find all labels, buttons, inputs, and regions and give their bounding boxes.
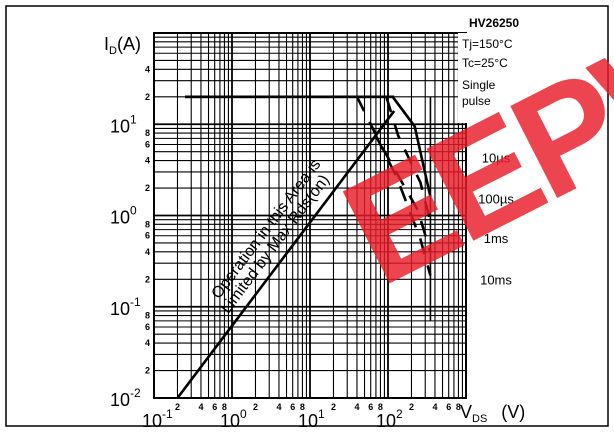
- y-minor-tick-label: 6: [145, 139, 150, 149]
- y-minor-tick-label: 4: [145, 338, 150, 348]
- x-minor-tick-label: 4: [276, 402, 281, 412]
- y-minor-tick-label: 6: [145, 322, 150, 332]
- y-decade-tick-label: 10-2: [110, 386, 141, 410]
- y-minor-tick-label: 2: [145, 366, 150, 376]
- x-minor-tick-label: 2: [175, 402, 180, 412]
- x-minor-tick-label: 2: [253, 402, 258, 412]
- x-minor-tick-label: 6: [212, 402, 217, 412]
- part-number-label: HV26250: [469, 16, 519, 30]
- soa-curve-1ms: [355, 96, 432, 253]
- condition-text: Tc=25°C: [462, 56, 508, 70]
- grid-lines: [153, 32, 467, 399]
- series-label: 1ms: [484, 231, 509, 246]
- series-label: 10ms: [480, 272, 512, 287]
- x-minor-tick-label: 6: [446, 402, 451, 412]
- conditions-panel: [458, 33, 530, 123]
- x-minor-tick-label: 6: [290, 402, 295, 412]
- y-minor-tick-label: 8: [145, 128, 150, 138]
- rds-on-limit-line: [176, 110, 396, 399]
- x-minor-tick-label: 8: [222, 402, 227, 412]
- x-minor-tick-label: 4: [354, 402, 359, 412]
- condition-text: pulse: [462, 94, 491, 108]
- soa-curve-100s: [385, 96, 432, 223]
- x-axis-label: VDS (V): [460, 402, 525, 425]
- y-minor-tick-label: 4: [145, 156, 150, 166]
- x-decade-tick-label: 101: [298, 407, 325, 431]
- x-minor-tick-label: 2: [409, 402, 414, 412]
- condition-text: Single: [462, 78, 496, 92]
- condition-text: Tj=150°C: [462, 37, 513, 51]
- x-minor-tick-label: 2: [331, 402, 336, 412]
- y-minor-tick-label: 2: [145, 183, 150, 193]
- y-minor-tick-label: 8: [145, 311, 150, 321]
- x-minor-tick-label: 4: [198, 402, 203, 412]
- x-minor-tick-label: 4: [432, 402, 437, 412]
- y-decade-tick-label: 100: [110, 204, 137, 228]
- x-minor-tick-label: 8: [378, 402, 383, 412]
- x-decade-tick-label: 100: [220, 407, 247, 431]
- x-minor-tick-label: 8: [456, 402, 461, 412]
- y-minor-tick-label: 4: [145, 247, 150, 257]
- y-minor-tick-label: 8: [145, 219, 150, 229]
- y-minor-tick-label: 2: [145, 274, 150, 284]
- series-label: 100µs: [478, 191, 514, 206]
- series-label: 10µs: [482, 151, 511, 166]
- soa-curve-10s: [185, 95, 432, 198]
- x-minor-tick-label: 6: [368, 402, 373, 412]
- y-minor-tick-label: 6: [145, 231, 150, 241]
- y-minor-tick-label: 2: [145, 92, 150, 102]
- plot-area-border: [153, 32, 467, 399]
- y-decade-tick-label: 10-1: [110, 295, 141, 319]
- x-decade-tick-label: 10-1: [142, 407, 173, 431]
- x-decade-tick-label: 102: [376, 407, 403, 431]
- y-axis-label: ID(A): [104, 34, 141, 57]
- x-minor-tick-label: 8: [300, 402, 305, 412]
- curves: [176, 95, 432, 399]
- y-minor-tick-label: 4: [145, 64, 150, 74]
- y-decade-tick-label: 101: [110, 112, 137, 136]
